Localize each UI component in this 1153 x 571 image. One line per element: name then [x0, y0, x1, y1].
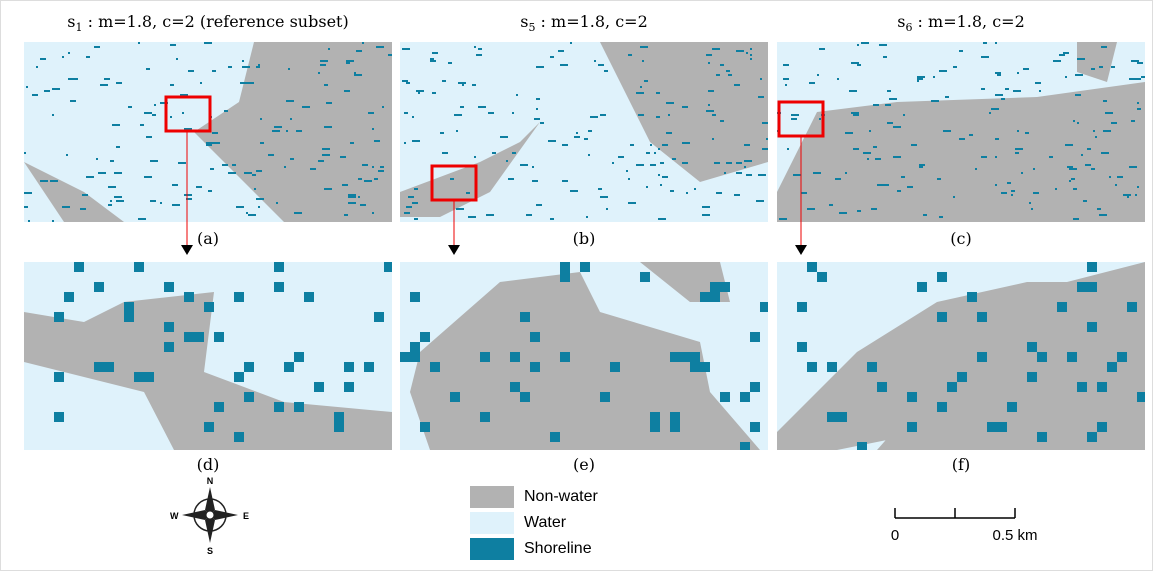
scale-bar [895, 508, 1015, 518]
arrow-head [795, 245, 807, 255]
scale-end: 0.5 km [992, 527, 1037, 544]
scale-start: 0 [891, 527, 899, 544]
zoom-box [779, 102, 823, 136]
compass-w: W [170, 511, 179, 521]
compass-n: N [207, 476, 214, 486]
zoom-box [432, 166, 476, 200]
arrow-head [181, 245, 193, 255]
overlay: N S E W 0 0.5 km [0, 0, 1153, 571]
figure: s1 : m=1.8, c=2 (reference subset)(a)(d)… [0, 0, 1153, 571]
compass-e: E [243, 511, 249, 521]
zoom-box [166, 97, 210, 131]
arrow-head [448, 245, 460, 255]
compass: N S E W [170, 476, 249, 556]
compass-s: S [207, 546, 213, 556]
